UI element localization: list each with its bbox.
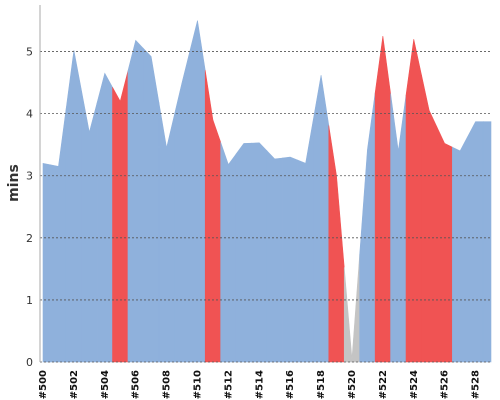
y-tick-label: 0 [26, 356, 33, 369]
area-segment-build-507 [143, 47, 160, 363]
x-tick-label: #514 [254, 370, 265, 399]
gridlines [40, 51, 491, 363]
area-segment-build-506 [127, 39, 144, 363]
y-tick-label: 5 [26, 46, 33, 59]
x-tick-label: #528 [471, 370, 482, 399]
x-tick-label: #508 [162, 370, 173, 399]
x-tick-label: #506 [131, 370, 142, 399]
x-tick-labels: #500 #502 #504 #506 #508 #510 #512 #514 #516 #518… [38, 370, 482, 399]
y-tick-label: 4 [26, 108, 33, 121]
area-segment-build-519 [328, 125, 345, 363]
area-segment-build-505 [112, 70, 129, 363]
x-tick-label: #524 [409, 370, 420, 399]
area-segment-build-521 [359, 92, 376, 363]
x-tick-label: #520 [347, 370, 358, 399]
area-segment-build-524 [405, 39, 422, 363]
area-segment-build-516 [282, 156, 299, 363]
x-tick-label: #522 [378, 370, 389, 399]
x-tick-label: #500 [38, 370, 49, 399]
area-segment-build-515 [266, 150, 283, 363]
x-tick-label: #526 [440, 370, 451, 399]
area-segment-build-511 [204, 70, 221, 363]
y-tick-label: 3 [26, 170, 33, 183]
area-segment-build-523 [390, 93, 407, 363]
area-segment-build-520 [343, 254, 360, 363]
area-segment-build-500 [42, 162, 52, 363]
area-segment-build-529 [482, 121, 492, 363]
area-segment-build-510 [189, 20, 206, 363]
area-segment-build-512 [220, 142, 237, 363]
x-tick-label: #504 [100, 370, 111, 399]
area-segment-build-517 [297, 119, 314, 363]
y-axis-title: mins [6, 164, 22, 202]
area-segment-build-502 [65, 50, 82, 363]
area-segment-build-526 [436, 126, 453, 363]
x-tick-label: #516 [285, 370, 296, 399]
area-segment-build-508 [158, 102, 175, 363]
x-tick-label: #502 [69, 370, 80, 399]
area-segment-build-528 [467, 121, 484, 363]
x-tick-label: #510 [192, 370, 203, 399]
area-segment-build-501 [50, 108, 67, 363]
x-tick-label: #518 [316, 370, 327, 399]
x-tick-label: #512 [223, 370, 234, 399]
y-tick-label: 2 [26, 232, 33, 245]
area-segment-build-527 [452, 136, 469, 363]
area-segment-build-518 [313, 75, 330, 363]
area-segment-build-504 [96, 72, 113, 363]
area-series [42, 20, 492, 363]
y-tick-label: 1 [26, 294, 33, 307]
area-segment-build-522 [374, 35, 391, 363]
y-tick-labels: 0 1 2 3 4 5 [26, 46, 33, 369]
area-segment-build-509 [174, 51, 191, 363]
area-segment-build-503 [81, 91, 98, 363]
area-segment-build-525 [421, 74, 438, 363]
